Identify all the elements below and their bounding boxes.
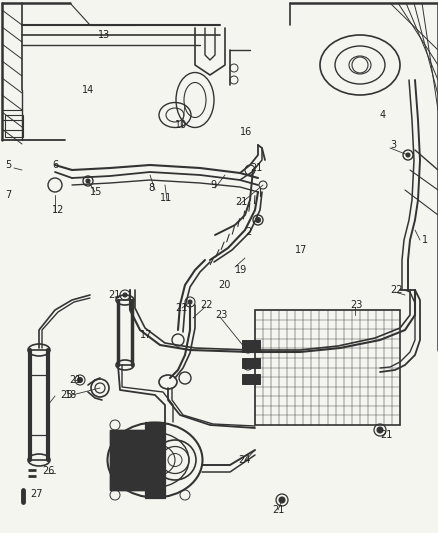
Text: 19: 19	[235, 265, 247, 275]
Text: 23: 23	[215, 310, 227, 320]
Circle shape	[279, 497, 285, 503]
Text: 15: 15	[90, 187, 102, 197]
Text: 11: 11	[160, 193, 172, 203]
Text: 22: 22	[390, 285, 403, 295]
Text: 1: 1	[422, 235, 428, 245]
Text: 17: 17	[295, 245, 307, 255]
Text: 12: 12	[52, 205, 64, 215]
Bar	[5, 115, 23, 137]
Text: 4: 4	[380, 110, 386, 120]
Text: 27: 27	[30, 489, 42, 499]
Text: 24: 24	[238, 455, 251, 465]
Circle shape	[123, 293, 127, 297]
Bar	[255, 310, 400, 425]
Circle shape	[377, 427, 383, 433]
Circle shape	[406, 153, 410, 157]
Text: 21: 21	[235, 197, 247, 207]
Text: 13: 13	[98, 30, 110, 40]
Bar	[110, 430, 145, 490]
Text: 14: 14	[82, 85, 94, 95]
Text: 8: 8	[148, 183, 154, 193]
Text: 26: 26	[42, 466, 54, 476]
Text: 17: 17	[140, 330, 152, 340]
Bar	[145, 422, 165, 498]
Text: 21: 21	[69, 375, 81, 385]
Text: 23: 23	[350, 300, 362, 310]
Bar	[242, 358, 260, 368]
Text: 18: 18	[65, 390, 77, 400]
Text: 21: 21	[250, 163, 262, 173]
Text: 2: 2	[245, 227, 251, 237]
Circle shape	[255, 217, 261, 222]
Text: 7: 7	[5, 190, 11, 200]
Text: 16: 16	[240, 127, 252, 137]
Bar	[242, 340, 260, 352]
Text: 25: 25	[60, 390, 73, 400]
Text: 21: 21	[175, 303, 187, 313]
Text: 6: 6	[52, 160, 58, 170]
Bar	[110, 430, 145, 490]
Circle shape	[188, 300, 192, 304]
Text: 21: 21	[108, 290, 120, 300]
Text: 9: 9	[210, 180, 216, 190]
Text: 5: 5	[5, 160, 11, 170]
Text: 22: 22	[200, 300, 212, 310]
Circle shape	[86, 179, 90, 183]
Text: 10: 10	[175, 120, 187, 130]
Text: 21: 21	[380, 430, 392, 440]
Bar	[145, 422, 165, 498]
Bar	[242, 374, 260, 384]
Text: 3: 3	[390, 140, 396, 150]
Text: 21: 21	[272, 505, 284, 515]
Text: 20: 20	[218, 280, 230, 290]
Circle shape	[78, 377, 82, 383]
